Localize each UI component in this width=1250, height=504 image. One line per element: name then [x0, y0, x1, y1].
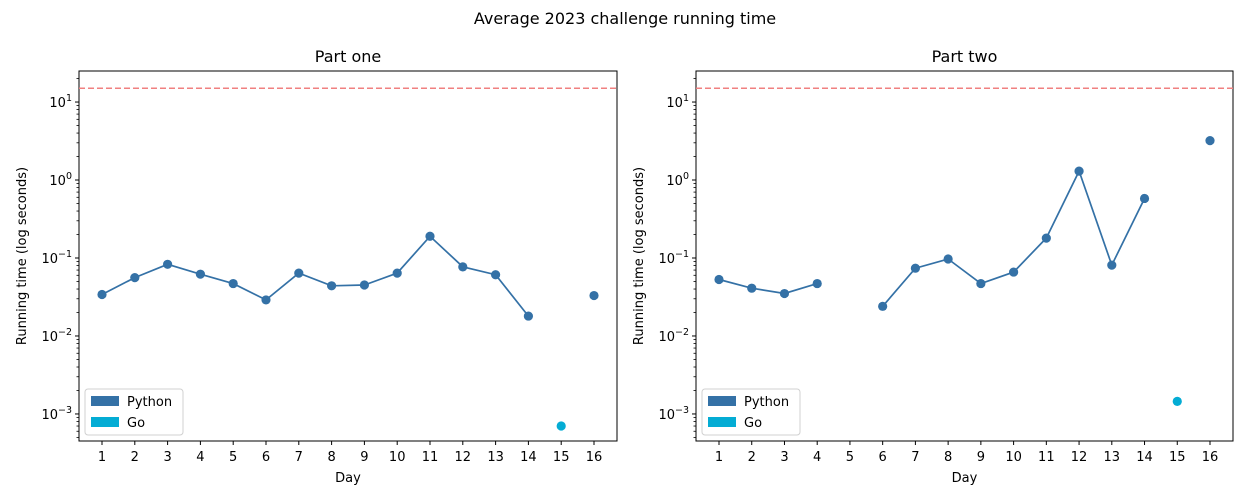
y-tick-label: 101 — [666, 93, 689, 111]
x-tick-label: 14 — [520, 450, 537, 465]
legend-label-python: Python — [127, 395, 172, 410]
y-tick-label: 10−2 — [41, 327, 72, 345]
x-tick-label: 9 — [360, 450, 368, 465]
data-point-python — [976, 278, 986, 289]
plot-frame — [695, 70, 1234, 442]
y-axis-label: Running time (log seconds) — [632, 167, 647, 345]
y-tick-label: 100 — [666, 171, 689, 189]
data-point-python — [779, 288, 790, 299]
x-tick-label: 14 — [1136, 450, 1153, 465]
data-point-python — [261, 295, 271, 305]
data-point-python — [195, 269, 205, 279]
x-tick-label: 11 — [1038, 450, 1055, 465]
y-axis-label: Running time (log seconds) — [15, 167, 30, 345]
x-tick-label: 15 — [553, 450, 570, 465]
data-point-python — [1009, 267, 1019, 277]
x-tick-label: 13 — [1104, 450, 1121, 465]
legend-label-go: Go — [127, 416, 145, 431]
y-tick-label: 10−3 — [41, 405, 72, 423]
data-point-python — [130, 273, 140, 283]
x-tick-label: 5 — [846, 450, 854, 465]
x-tick-label: 6 — [879, 450, 887, 465]
series-line-python — [101, 235, 530, 317]
x-tick-label: 15 — [1169, 450, 1186, 465]
x-tick-label: 3 — [780, 450, 788, 465]
x-tick-label: 4 — [813, 450, 821, 465]
legend-swatch-go — [91, 417, 119, 427]
x-tick-label: 4 — [196, 450, 204, 465]
x-tick-label: 8 — [944, 450, 952, 465]
data-point-python — [491, 270, 501, 280]
x-tick-label: 12 — [1071, 450, 1088, 465]
x-tick-label: 5 — [229, 450, 237, 465]
legend-label-go: Go — [744, 416, 762, 431]
data-point-python — [359, 280, 369, 290]
x-tick-label: 16 — [1202, 450, 1219, 465]
x-tick-label: 7 — [295, 450, 303, 465]
y-tick-label: 10−3 — [658, 405, 689, 423]
data-point-python — [458, 262, 468, 272]
x-tick-label: 13 — [487, 450, 504, 465]
x-tick-label: 7 — [911, 450, 919, 465]
x-tick-label: 2 — [131, 450, 139, 465]
panel-title: Part two — [932, 47, 998, 66]
data-point-python — [523, 311, 534, 321]
data-point-go — [1172, 396, 1182, 406]
figure-title: Average 2023 challenge running time — [474, 9, 776, 28]
data-point-python — [1107, 260, 1117, 270]
data-point-python — [228, 278, 238, 289]
legend-label-python: Python — [744, 395, 789, 410]
legend-swatch-python — [91, 396, 119, 406]
x-tick-label: 2 — [748, 450, 756, 465]
y-tick-label: 100 — [49, 171, 72, 189]
x-tick-label: 9 — [977, 450, 985, 465]
series-line-python — [882, 168, 1146, 307]
x-tick-label: 8 — [327, 450, 335, 465]
data-point-python — [910, 263, 921, 273]
x-tick-label: 10 — [389, 450, 406, 465]
legend-swatch-python — [708, 396, 736, 406]
x-tick-label: 1 — [715, 450, 723, 465]
series-line-python — [718, 278, 818, 295]
legend-swatch-go — [708, 417, 736, 427]
data-point-python — [294, 268, 304, 278]
x-tick-label: 10 — [1005, 450, 1022, 465]
panel-title: Part one — [315, 47, 381, 66]
x-tick-label: 3 — [163, 450, 171, 465]
data-point-python — [878, 301, 888, 311]
data-point-python — [747, 283, 757, 293]
data-point-python — [1074, 166, 1084, 176]
data-point-go — [556, 421, 566, 431]
data-point-python — [1041, 233, 1051, 243]
data-point-python — [589, 290, 599, 301]
data-point-python — [392, 268, 402, 278]
data-point-python — [1139, 193, 1150, 204]
data-point-python — [812, 278, 822, 289]
y-tick-label: 10−1 — [658, 249, 689, 267]
data-point-python — [1205, 136, 1215, 146]
y-tick-label: 10−1 — [41, 249, 72, 267]
data-point-python — [327, 281, 337, 291]
y-tick-label: 10−2 — [658, 327, 689, 345]
x-tick-label: 12 — [455, 450, 472, 465]
y-tick-label: 101 — [49, 93, 72, 111]
data-point-python — [163, 259, 173, 269]
x-axis-label: Day — [952, 471, 978, 486]
x-axis-label: Day — [335, 471, 361, 486]
x-tick-label: 16 — [586, 450, 603, 465]
data-point-python — [714, 274, 724, 285]
data-point-python — [943, 254, 953, 264]
x-tick-label: 6 — [262, 450, 270, 465]
data-point-python — [97, 289, 107, 300]
x-tick-label: 11 — [422, 450, 439, 465]
plot-frame — [78, 70, 618, 442]
x-tick-label: 1 — [98, 450, 106, 465]
data-point-python — [425, 231, 435, 241]
